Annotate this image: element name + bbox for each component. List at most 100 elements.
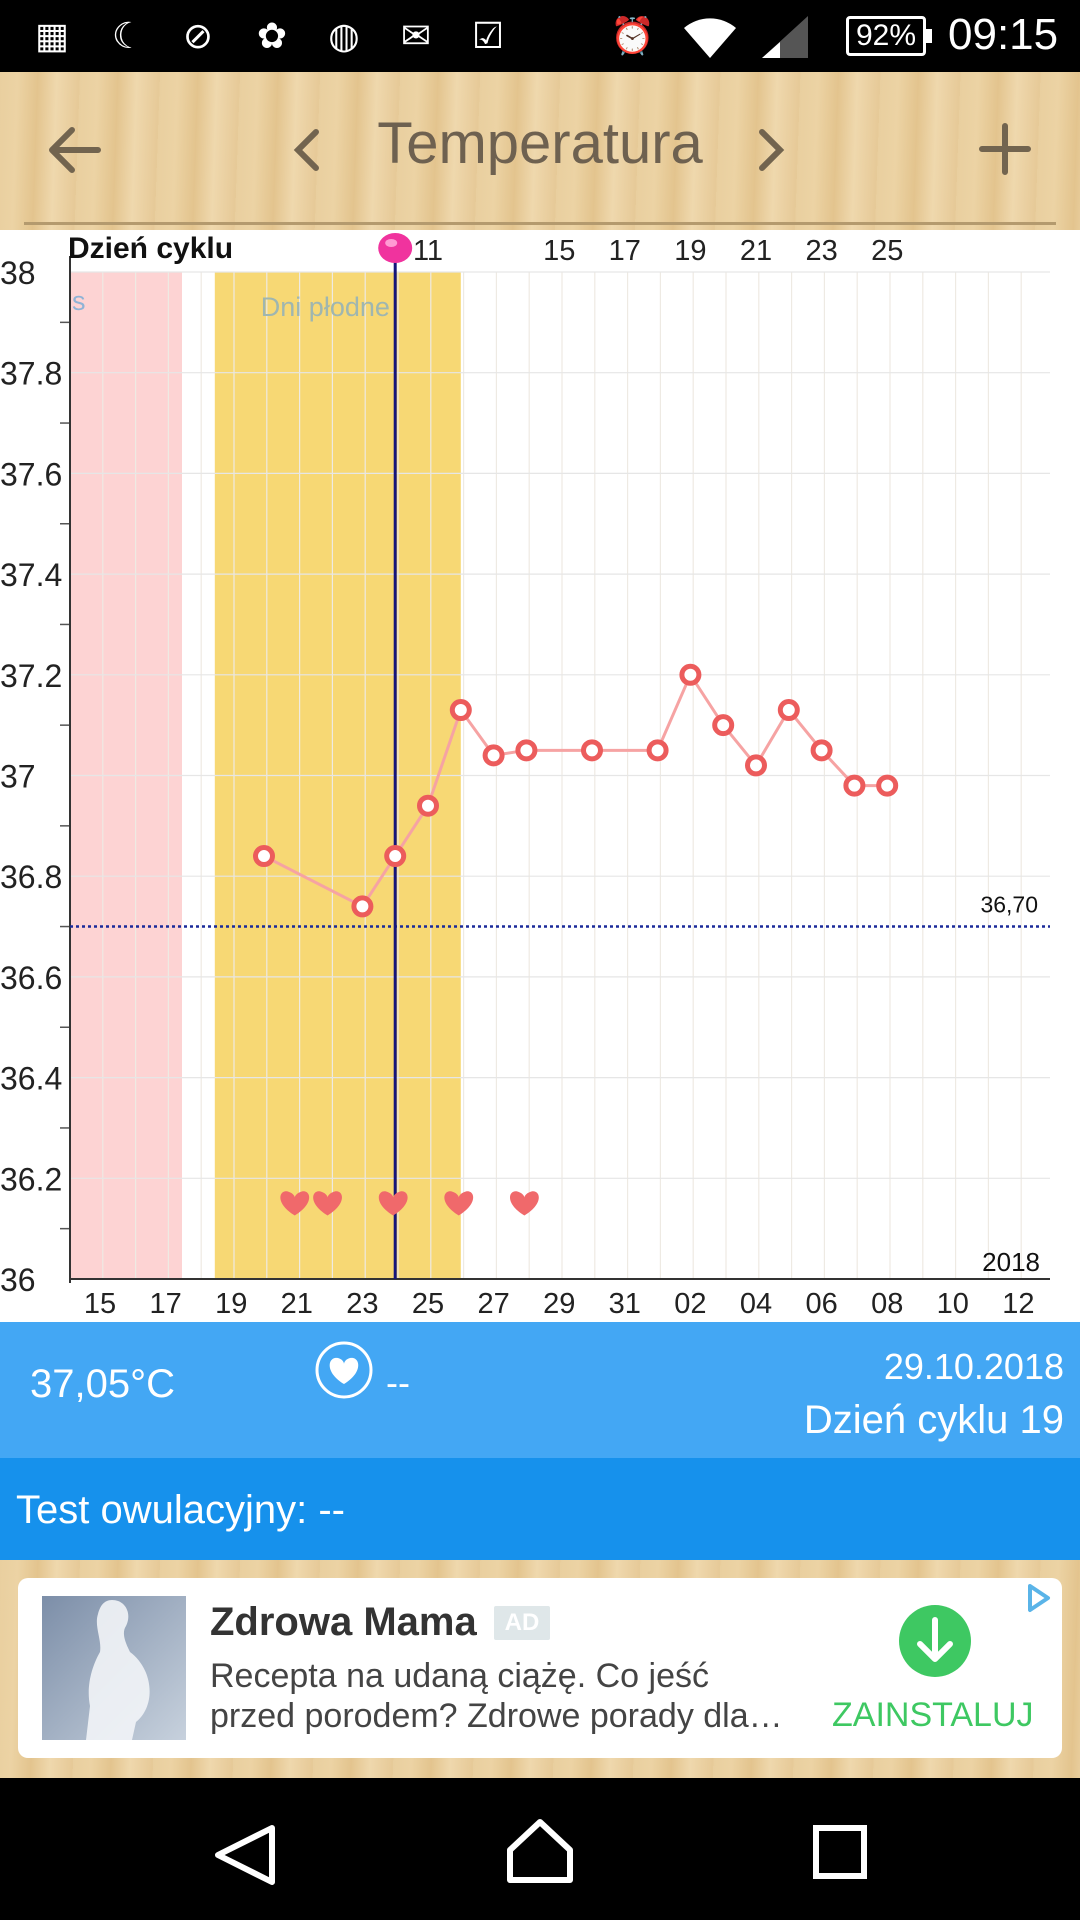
toolbar: Temperatura (0, 72, 1080, 230)
alarm-icon: ⏰ (610, 15, 655, 56)
x-tick-label: 25 (412, 1288, 444, 1320)
temperature-chart-area[interactable]: 38 37.8 37.6 37.4 37.2 37 36.8 36.6 36.4 36.2 36 Dn… (0, 230, 1080, 1320)
temperature-point (351, 895, 374, 918)
y-tick-label: 37.2 (0, 658, 62, 694)
mail-icon: ✉ (400, 15, 432, 56)
navigation-bar (0, 1778, 1080, 1920)
temperature-point (712, 714, 735, 737)
ovulation-marker (378, 233, 413, 263)
adchoices-icon[interactable] (1018, 1578, 1058, 1618)
ad-description[interactable]: Recepta na udaną ciążę. Co jeść przed po… (210, 1657, 783, 1735)
year-label: 2018 (982, 1247, 1040, 1277)
x-tick-label: 02 (674, 1288, 706, 1320)
temperature-point (843, 774, 866, 797)
back-arrow-icon[interactable] (46, 122, 102, 178)
add-icon[interactable] (978, 122, 1032, 176)
x-tick-label: 29 (543, 1288, 575, 1320)
x-tick-label: 10 (937, 1288, 969, 1320)
barcode-icon: ◍ (328, 15, 360, 56)
top-tick-label: 25 (871, 235, 903, 267)
x-tick-label: 27 (477, 1288, 509, 1320)
temperature-point (417, 794, 439, 817)
y-tick-label: 37 (0, 759, 36, 795)
cell-signal-icon (762, 16, 808, 58)
top-tick-label: 19 (674, 235, 706, 267)
app-notification-icon: ▦ (34, 15, 69, 56)
x-tick-label: 19 (215, 1288, 247, 1320)
clock: 09:15 (948, 10, 1059, 59)
y-tick-label: 36.2 (0, 1161, 62, 1197)
top-axis-label: Dzień cyklu (68, 232, 233, 265)
next-chevron-icon[interactable] (756, 128, 786, 172)
x-tick-label: 12 (1002, 1288, 1034, 1320)
nav-home-icon[interactable] (504, 1816, 576, 1886)
nav-back-icon[interactable] (210, 1822, 280, 1888)
page-title: Temperatura (377, 111, 703, 176)
y-tick-label: 37.4 (0, 557, 62, 593)
pregnant-silhouette-icon (86, 1600, 150, 1740)
x-tick-label: 21 (281, 1288, 313, 1320)
heart-status: -- (386, 1362, 410, 1403)
selected-date: 29.10.2018 (883, 1346, 1064, 1387)
cycle-day: Dzień cyklu 19 (803, 1398, 1064, 1442)
top-tick-label: 23 (805, 235, 837, 267)
toolbar-divider (24, 222, 1056, 225)
install-button[interactable]: ZAINSTALUJ (832, 1696, 1034, 1734)
x-tick-label: 08 (871, 1288, 903, 1320)
heart-circle-icon[interactable] (314, 1340, 374, 1400)
temperature-point (384, 845, 407, 868)
x-tick-label: 06 (805, 1288, 837, 1320)
temperature-value: 37,05°C (30, 1362, 175, 1406)
top-tick-label: 21 (740, 235, 772, 267)
y-tick-label: 36.8 (0, 859, 62, 895)
previous-chevron-icon[interactable] (292, 128, 322, 172)
selected-day-info[interactable]: 37,05°C -- 29.10.2018 Dzień cyklu 19 (0, 1322, 1080, 1458)
battery-indicator: 92% (846, 16, 932, 56)
temperature-point (679, 663, 702, 686)
ad-card[interactable]: Zdrowa Mama AD Recepta na udaną ciążę. C… (18, 1578, 1062, 1758)
top-tick-label: 15 (543, 235, 575, 267)
intercourse-heart-icon (313, 1191, 343, 1216)
temperature-chart[interactable]: 38 37.8 37.6 37.4 37.2 37 36.8 36.6 36.4 36.2 36 Dn… (0, 230, 1080, 1320)
temperature-point (876, 774, 899, 797)
film-reel-icon: ✿ (256, 15, 288, 56)
top-tick-label: 17 (609, 235, 641, 267)
ad-badge: AD (494, 1606, 550, 1640)
intercourse-heart-icon (509, 1191, 539, 1216)
y-tick-label: 37.8 (0, 356, 62, 392)
temperature-point (810, 739, 833, 762)
temperature-line (263, 671, 888, 909)
y-tick-label: 36.6 (0, 960, 62, 996)
download-icon[interactable] (898, 1604, 972, 1678)
ad-banner: Zdrowa Mama AD Recepta na udaną ciążę. C… (0, 1560, 1080, 1778)
temperature-point (449, 699, 472, 722)
temperature-point (253, 845, 275, 868)
x-tick-label: 17 (149, 1288, 181, 1320)
ovulation-test-bar[interactable]: Test owulacyjny: -- (0, 1458, 1080, 1560)
status-bar: ▦ ☾ ⊘ ✿ ◍ ✉ ☑ ⏰ 92% 09:15 (0, 0, 1080, 72)
period-band-label: s (72, 286, 86, 316)
temperature-point (515, 739, 538, 762)
temperature-point (482, 744, 505, 767)
nav-recents-icon[interactable] (810, 1822, 870, 1882)
wifi-icon (684, 18, 736, 58)
x-tick-label: 23 (346, 1288, 378, 1320)
coverline-label: 36,70 (980, 892, 1038, 918)
intercourse-heart-icon (444, 1191, 474, 1216)
ovulation-marker-highlight (385, 239, 398, 247)
ovulation-test-label: Test owulacyjny: -- (16, 1488, 345, 1532)
x-tick-label: 04 (740, 1288, 772, 1320)
intercourse-heart-icon (378, 1191, 408, 1216)
task-check-icon: ☑ (471, 15, 505, 56)
y-tick-label: 37.6 (0, 456, 62, 492)
temperature-point (646, 739, 669, 762)
do-not-disturb-moon-icon: ☾ (111, 15, 145, 56)
fertile-window-label: Dni płodne (261, 292, 390, 322)
ad-image[interactable] (42, 1596, 186, 1740)
ad-title[interactable]: Zdrowa Mama (210, 1600, 477, 1644)
blocked-globe-icon: ⊘ (182, 15, 214, 56)
intercourse-heart-icon (280, 1191, 310, 1216)
temperature-point (777, 699, 800, 722)
y-tick-label: 36 (0, 1262, 36, 1298)
y-tick-label: 36.4 (0, 1061, 62, 1097)
